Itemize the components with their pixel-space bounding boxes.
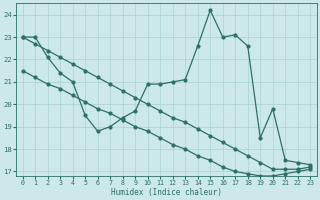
X-axis label: Humidex (Indice chaleur): Humidex (Indice chaleur)	[111, 188, 222, 197]
